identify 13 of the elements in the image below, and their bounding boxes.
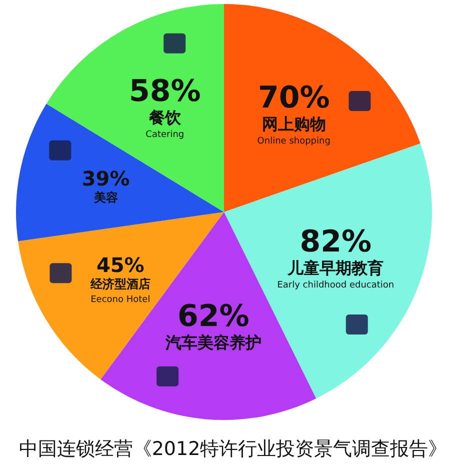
slice-label: 汽车美容养护: [164, 333, 262, 352]
data-label: 62%: [177, 299, 250, 334]
slice-label: 儿童早期教育 Early childhood education: [277, 258, 394, 291]
slice-label: 餐饮 Catering: [146, 108, 184, 140]
data-label: 82%: [300, 224, 372, 260]
slice-label: 网上购物 Online shopping: [257, 114, 330, 147]
slice-label: 经济型酒店 Eecono Hotel: [89, 276, 150, 305]
data-label: 39%: [82, 166, 130, 191]
data-label: 70%: [258, 80, 330, 116]
text: 中国连锁经营《2012特许行业投资景气调查报告》: [18, 438, 448, 460]
slice-label: 美容: [92, 190, 118, 205]
data-label: 45%: [96, 252, 144, 277]
data-label: 58%: [129, 74, 201, 109]
